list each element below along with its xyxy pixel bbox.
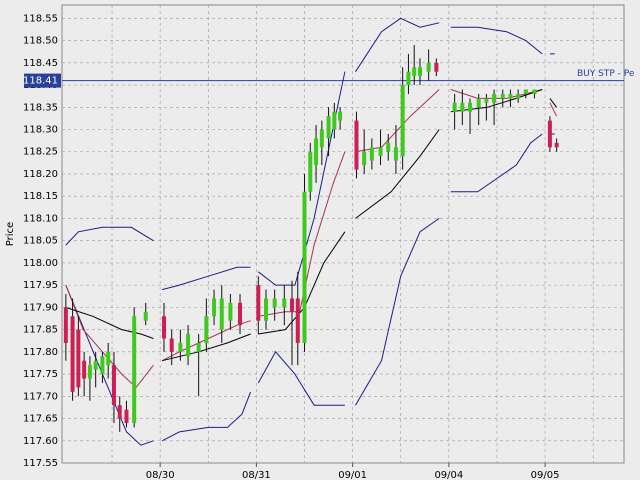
y-tick-label: 118.15 [23, 191, 58, 202]
candle-body [70, 316, 75, 392]
x-tick-label: 09/05 [531, 470, 560, 480]
candle-body [87, 365, 92, 379]
candle-body [282, 298, 287, 308]
candle-body [426, 62, 431, 72]
candle-body [484, 98, 489, 103]
x-tick-label: 08/30 [146, 470, 175, 480]
candle-body [338, 111, 343, 121]
y-tick-label: 118.25 [23, 147, 58, 158]
candle-body [162, 316, 167, 339]
candle-body [178, 342, 183, 352]
y-tick-label: 118.10 [23, 213, 58, 224]
candle-body [326, 116, 331, 139]
price-label: 118.41 [23, 76, 58, 87]
candle-body [460, 102, 465, 112]
candle-body [523, 89, 528, 94]
candle-body [132, 316, 137, 423]
x-tick-label: 08/31 [242, 470, 271, 480]
candle-body [386, 142, 391, 152]
candle-body [196, 342, 201, 352]
candle-body [554, 142, 559, 148]
indicator-line [65, 133, 555, 446]
candle-body [82, 360, 87, 379]
candle-body [500, 93, 505, 99]
candle-body [212, 298, 217, 317]
y-tick-label: 118.05 [23, 236, 58, 247]
y-tick-label: 117.65 [23, 414, 58, 425]
candle-body [468, 102, 473, 112]
candle-body [238, 302, 243, 326]
y-tick-label: 117.95 [23, 280, 58, 291]
candle-body [302, 191, 307, 343]
y-tick-label: 117.90 [23, 302, 58, 313]
y-tick-label: 118.00 [23, 258, 58, 269]
y-tick-label: 118.20 [23, 169, 58, 180]
candle-body [332, 111, 337, 130]
candle-body [124, 409, 129, 423]
candle-body [117, 405, 122, 419]
candle-body [106, 351, 111, 366]
candle-body [63, 307, 68, 343]
candle-body [295, 298, 300, 343]
x-tick-label: 09/04 [434, 470, 463, 480]
candle-body [143, 311, 148, 321]
candle-body [406, 71, 411, 86]
y-tick-label: 118.55 [23, 13, 58, 24]
y-tick-label: 117.75 [23, 369, 58, 380]
candle-body [393, 147, 398, 161]
candle-body [434, 62, 439, 72]
candle-body [516, 93, 521, 99]
y-tick-label: 118.30 [23, 125, 58, 136]
candle-body [272, 298, 277, 308]
candle-body [412, 67, 417, 77]
candle-body [532, 89, 537, 94]
y-tick-label: 118.45 [23, 58, 58, 69]
candle-body [289, 298, 294, 312]
candle-body [369, 147, 374, 161]
y-tick-label: 117.70 [23, 391, 58, 402]
candle-body [362, 151, 367, 166]
candle-body [400, 85, 405, 157]
candle-body [378, 147, 383, 157]
y-tick-label: 117.55 [23, 458, 58, 469]
candle-body [354, 120, 359, 170]
candle-body [417, 67, 422, 77]
candle-body [508, 93, 513, 99]
candle-body [476, 98, 481, 108]
y-tick-label: 117.60 [23, 436, 58, 447]
y-tick-label: 118.50 [23, 36, 58, 47]
candle-body [264, 298, 269, 321]
candle-body [111, 365, 116, 406]
candle-body [319, 129, 324, 148]
candle-body [100, 356, 105, 375]
candle-body [228, 302, 233, 321]
candle-body [452, 102, 457, 112]
y-tick-label: 117.80 [23, 347, 58, 358]
y-tick-label: 118.35 [23, 102, 58, 113]
candle-body [492, 93, 497, 103]
candle-body [308, 151, 313, 192]
candle-body [204, 316, 209, 343]
candle-body [76, 329, 81, 388]
candle-body [219, 298, 224, 330]
candle-body [547, 120, 552, 148]
candle-body [169, 338, 174, 352]
indicator-line [65, 17, 555, 291]
price-label-box [24, 73, 61, 88]
y-tick-label: 117.85 [23, 325, 58, 336]
candle-body [93, 360, 98, 370]
candle-body [314, 138, 319, 166]
order-label: BUY STP - Pe [577, 69, 635, 79]
candle-body [186, 334, 191, 357]
y-axis-label: Price [5, 222, 16, 246]
candle-body [256, 285, 261, 321]
x-tick-label: 09/01 [338, 470, 367, 480]
